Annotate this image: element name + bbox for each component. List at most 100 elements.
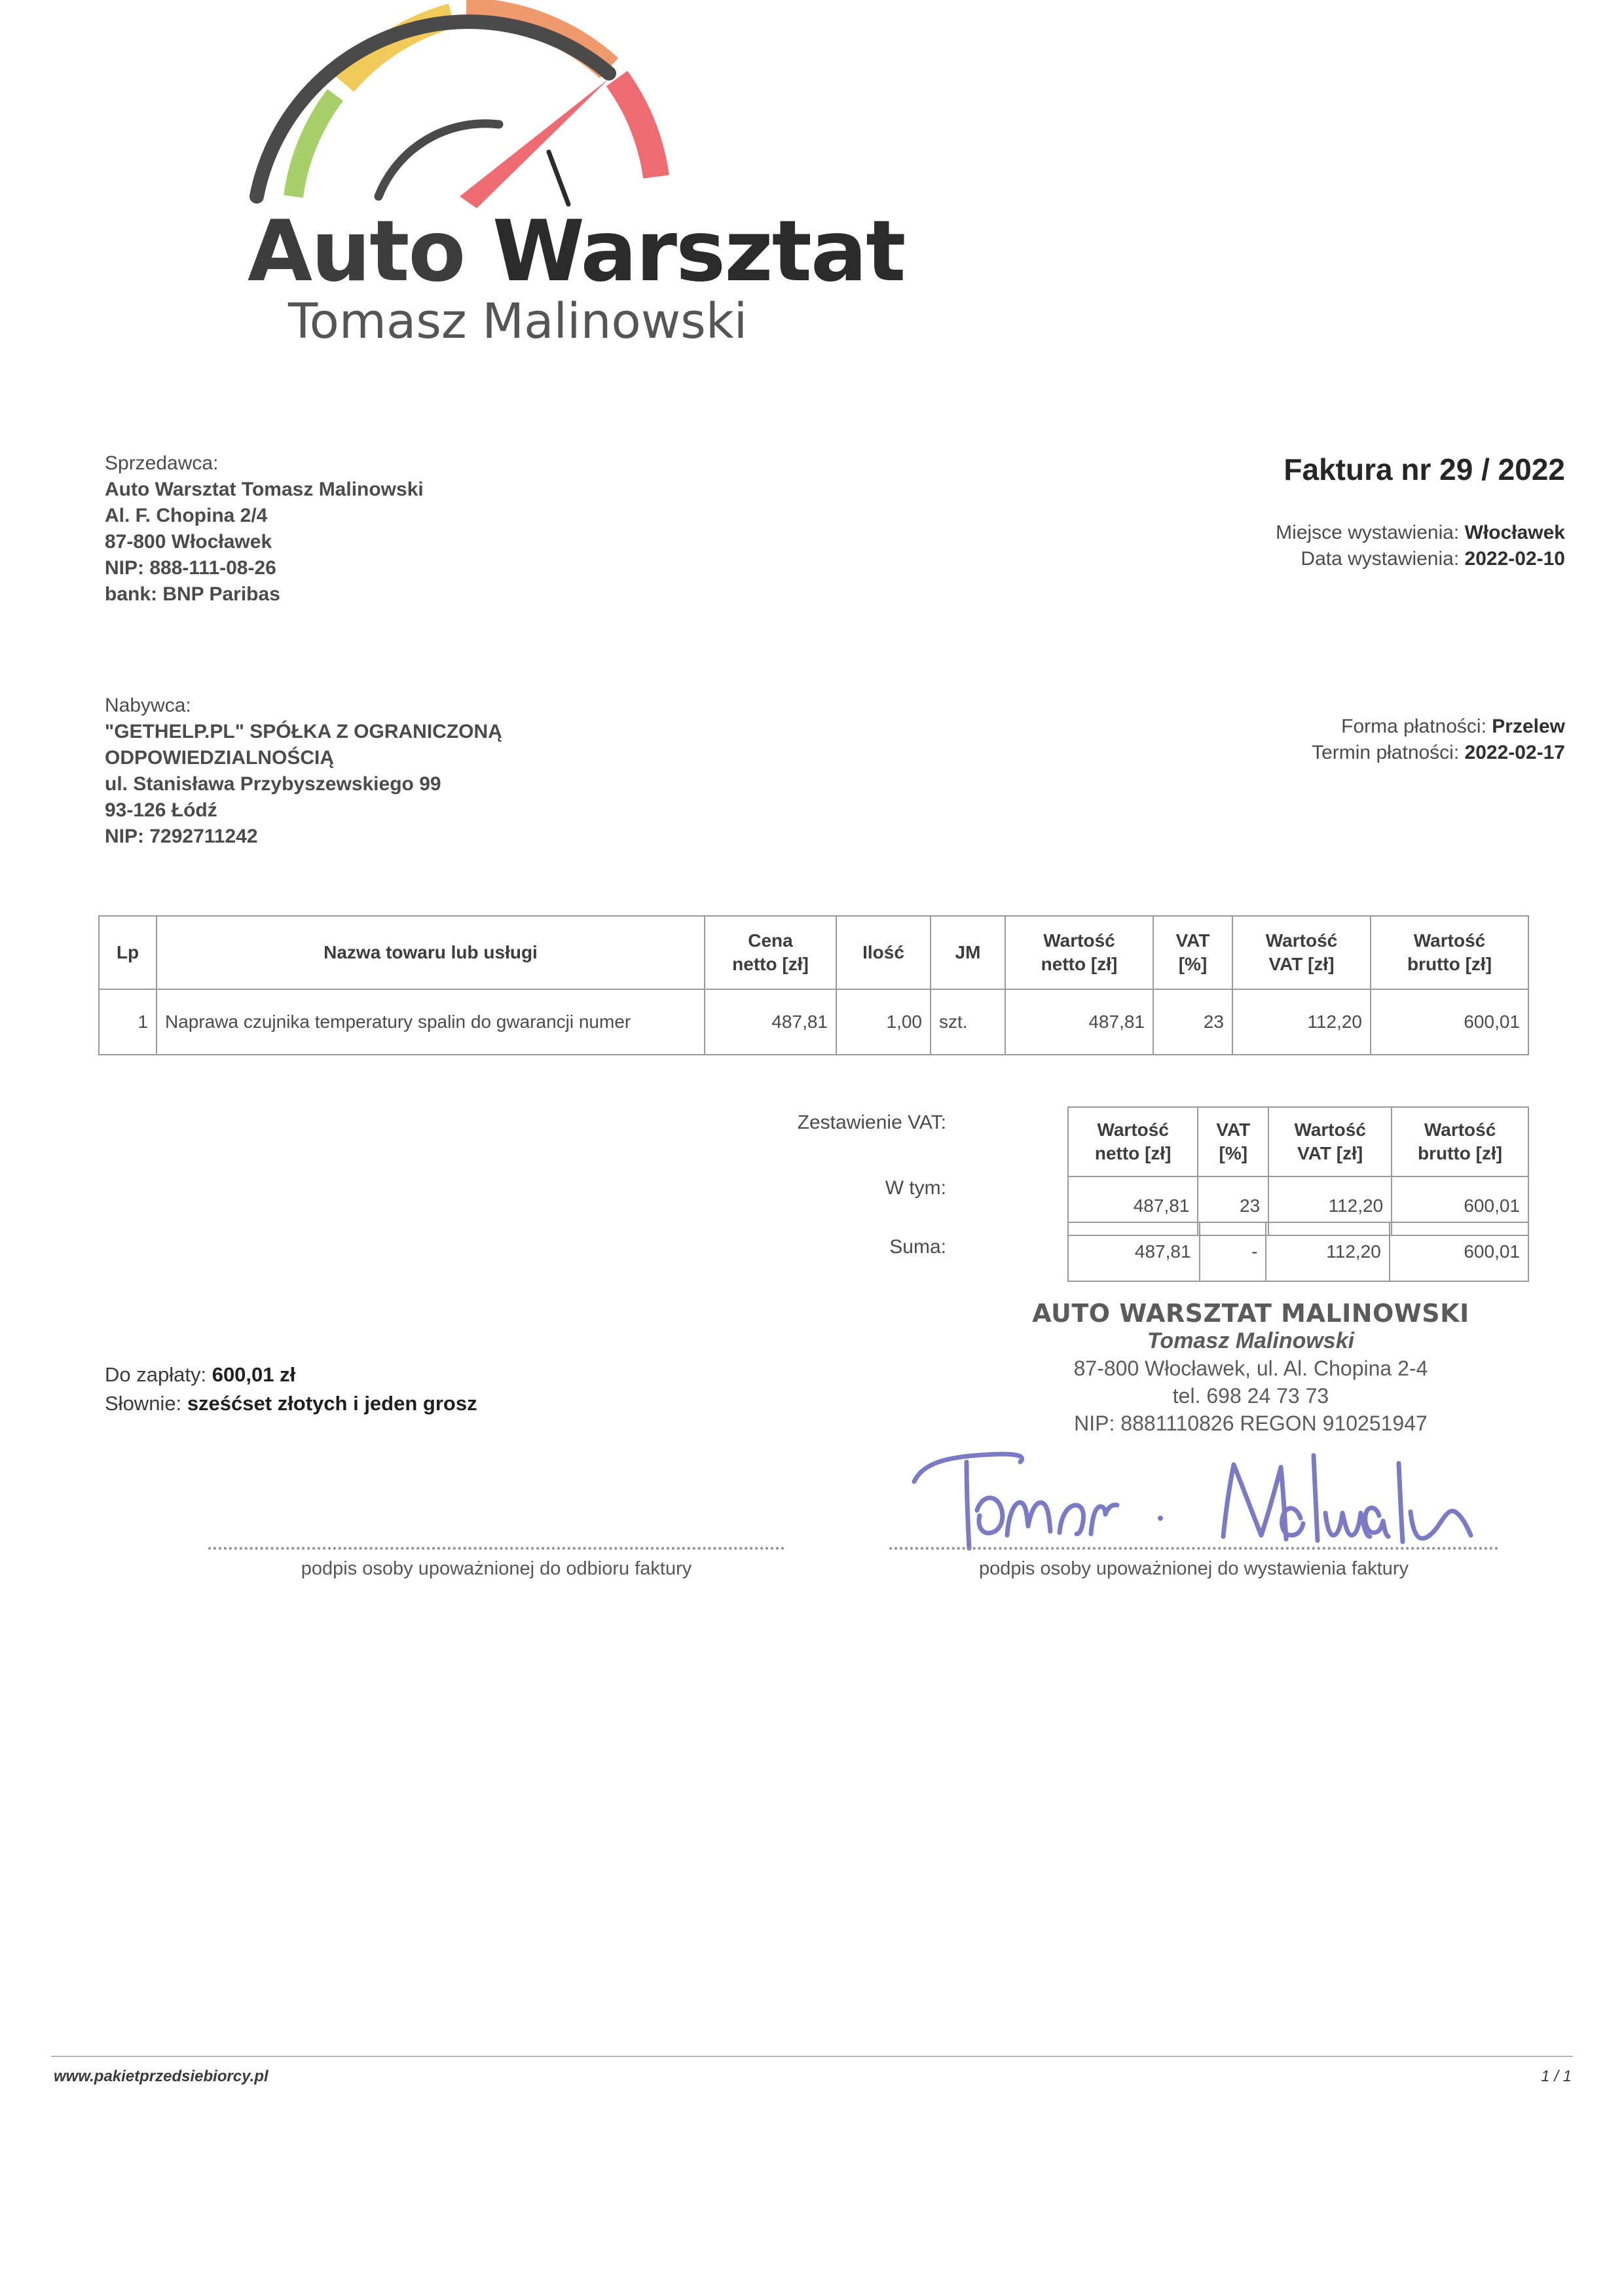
amount-due-row: Do zapłaty: 600,01 zł: [105, 1360, 477, 1389]
payment-term-row: Termin płatności: 2022-02-17: [976, 740, 1565, 766]
items-table: Lp Nazwa towaru lub usługi Cena netto [z…: [98, 915, 1529, 1055]
issue-place-row: Miejsce wystawienia: Włocławek: [976, 520, 1565, 546]
totals-block: Do zapłaty: 600,01 zł Słownie: sześćset …: [105, 1360, 477, 1418]
col-gross-l2: brutto [zł]: [1407, 954, 1492, 974]
sum-cell-net: 487,81: [1067, 1222, 1200, 1282]
col-qty: Ilość: [836, 915, 931, 990]
issue-date-label: Data wystawienia:: [1301, 548, 1460, 570]
items-header-row: Lp Nazwa towaru lub usługi Cena netto [z…: [98, 915, 1529, 990]
buyer-name-line1: "GETHELP.PL" SPÓŁKA Z OGRANICZONĄ: [105, 721, 502, 742]
col-lp: Lp: [98, 915, 157, 990]
cell-vat-pct: 23: [1153, 989, 1233, 1055]
logo-title: Auto Warsztat: [248, 203, 942, 301]
col-vat: Wartość VAT [zł]: [1232, 915, 1371, 990]
col-gross-l1: Wartość: [1413, 930, 1486, 951]
vat-sum-label: Suma:: [889, 1236, 946, 1258]
vat-summary-title: Zestawienie VAT:: [797, 1112, 946, 1133]
vat-summary-table: Wartość netto [zł] VAT [%] Wartość VAT […: [1067, 1106, 1529, 1236]
speedometer-gauge-icon: [249, 0, 669, 208]
col-vatp-l2: [%]: [1178, 954, 1208, 974]
stamp-line-3: 87-800 Włocławek, ul. Al. Chopina 2-4: [1073, 1357, 1428, 1380]
cell-lp: 1: [98, 989, 157, 1055]
vat-col-vat-l2: VAT [zł]: [1297, 1143, 1363, 1163]
buyer-name-line2: ODPOWIEDZIALNOŚCIĄ: [105, 747, 334, 769]
issue-date-value: 2022-02-10: [1464, 548, 1565, 570]
payment-form-row: Forma płatności: Przelew: [976, 714, 1565, 740]
vat-col-net-l1: Wartość: [1097, 1120, 1169, 1140]
col-vatp-l1: VAT: [1175, 930, 1210, 951]
vat-sum-table: 487,81 - 112,20 600,01: [1067, 1222, 1530, 1282]
cell-jm: szt.: [930, 989, 1006, 1055]
seller-street: Al. F. Chopina 2/4: [105, 505, 268, 526]
stamp-line-4: tel. 698 24 73 73: [1172, 1384, 1329, 1408]
seller-nip: NIP: 888-111-08-26: [105, 557, 276, 579]
payment-form-value: Przelew: [1492, 716, 1565, 737]
cell-gross: 600,01: [1370, 989, 1529, 1055]
page-title: Faktura nr 29 / 2022: [1283, 452, 1565, 486]
amount-words-row: Słownie: sześćset złotych i jeden grosz: [105, 1389, 477, 1418]
issue-place-value: Włocławek: [1464, 522, 1565, 543]
cell-net: 487,81: [1005, 989, 1154, 1055]
buyer-city: 93-126 Łódź: [105, 799, 217, 821]
vat-sum-body: 487,81 - 112,20 600,01: [1067, 1222, 1530, 1282]
invoice-meta: Miejsce wystawienia: Włocławek Data wyst…: [976, 520, 1565, 572]
buyer-street: ul. Stanisława Przybyszewskiego 99: [105, 773, 441, 795]
vat-col-net-l2: netto [zł]: [1094, 1143, 1172, 1163]
amount-due-label: Do zapłaty:: [105, 1363, 207, 1386]
seller-label: Sprzedawca:: [105, 452, 219, 474]
sum-cell-pct: -: [1198, 1222, 1267, 1282]
stamp-line-1: AUTO WARSZTAT MALINOWSKI: [1032, 1299, 1469, 1328]
cell-name: Naprawa czujnika temperatury spalin do g…: [156, 989, 705, 1055]
amount-words-label: Słownie:: [105, 1392, 182, 1415]
col-price: Cena netto [zł]: [704, 915, 837, 990]
amount-due-value: 600,01 zł: [212, 1363, 296, 1386]
seller-block: Sprzedawca: Auto Warsztat Tomasz Malinow…: [105, 450, 694, 608]
issue-date-row: Data wystawienia: 2022-02-10: [976, 546, 1565, 572]
cell-vat: 112,20: [1232, 989, 1371, 1055]
vat-col-gross-l2: brutto [zł]: [1418, 1143, 1503, 1163]
sum-cell-gross: 600,01: [1388, 1222, 1530, 1282]
col-net: Wartość netto [zł]: [1005, 915, 1154, 990]
vat-summary-head: Wartość netto [zł] VAT [%] Wartość VAT […: [1067, 1106, 1529, 1177]
payment-term-label: Termin płatności:: [1312, 742, 1460, 763]
payment-term-value: 2022-02-17: [1464, 742, 1565, 763]
signature-line-right: [889, 1547, 1498, 1550]
seller-name: Auto Warsztat Tomasz Malinowski: [105, 479, 424, 500]
page-number: 1 / 1: [1541, 2068, 1572, 2085]
vat-col-vat-l1: Wartość: [1294, 1120, 1366, 1140]
signature-line-left: [208, 1547, 784, 1550]
col-net-l2: netto [zł]: [1041, 954, 1118, 974]
buyer-nip: NIP: 7292711242: [105, 826, 258, 847]
buyer-label: Nabywca:: [105, 695, 191, 716]
col-price-l1: Cena: [748, 930, 793, 951]
buyer-block: Nabywca: "GETHELP.PL" SPÓŁKA Z OGRANICZO…: [105, 693, 733, 850]
col-price-l2: netto [zł]: [732, 954, 809, 974]
vat-col-gross: Wartość brutto [zł]: [1391, 1106, 1529, 1177]
col-gross: Wartość brutto [zł]: [1370, 915, 1529, 990]
company-stamp: AUTO WARSZTAT MALINOWSKI Tomasz Malinows…: [936, 1300, 1565, 1437]
col-jm: JM: [930, 915, 1006, 990]
table-row: 487,81 - 112,20 600,01: [1067, 1222, 1530, 1282]
seller-bank: bank: BNP Paribas: [105, 583, 280, 605]
sum-cell-vat: 112,20: [1265, 1222, 1390, 1282]
cell-price: 487,81: [704, 989, 837, 1055]
vat-header-row: Wartość netto [zł] VAT [%] Wartość VAT […: [1067, 1106, 1529, 1177]
vat-col-pct-l1: VAT: [1216, 1120, 1251, 1140]
invoice-header: Faktura nr 29 / 2022 Miejsce wystawienia…: [976, 452, 1565, 572]
signature-caption-right: podpis osoby upoważnionej do wystawienia…: [978, 1558, 1409, 1579]
footer-website: www.pakietprzedsiebiorcy.pl: [54, 2068, 268, 2085]
payment-form-label: Forma płatności:: [1341, 716, 1486, 737]
handwritten-signature: [912, 1451, 1473, 1551]
items-table-body: 1 Naprawa czujnika temperatury spalin do…: [98, 989, 1529, 1055]
table-row: 1 Naprawa czujnika temperatury spalin do…: [98, 989, 1529, 1055]
col-vat-l1: Wartość: [1265, 930, 1338, 951]
logo-title-dark: Warsztat: [492, 203, 906, 301]
col-name: Nazwa towaru lub usługi: [156, 915, 705, 990]
company-logo: Auto Warsztat Tomasz Malinowski: [216, 0, 956, 380]
vat-col-net: Wartość netto [zł]: [1067, 1106, 1199, 1177]
col-net-l1: Wartość: [1043, 930, 1115, 951]
stamp-line-2: Tomasz Malinowski: [1147, 1328, 1355, 1353]
logo-subtitle: Tomasz Malinowski: [288, 293, 748, 350]
logo-title-light: Auto: [248, 203, 492, 301]
